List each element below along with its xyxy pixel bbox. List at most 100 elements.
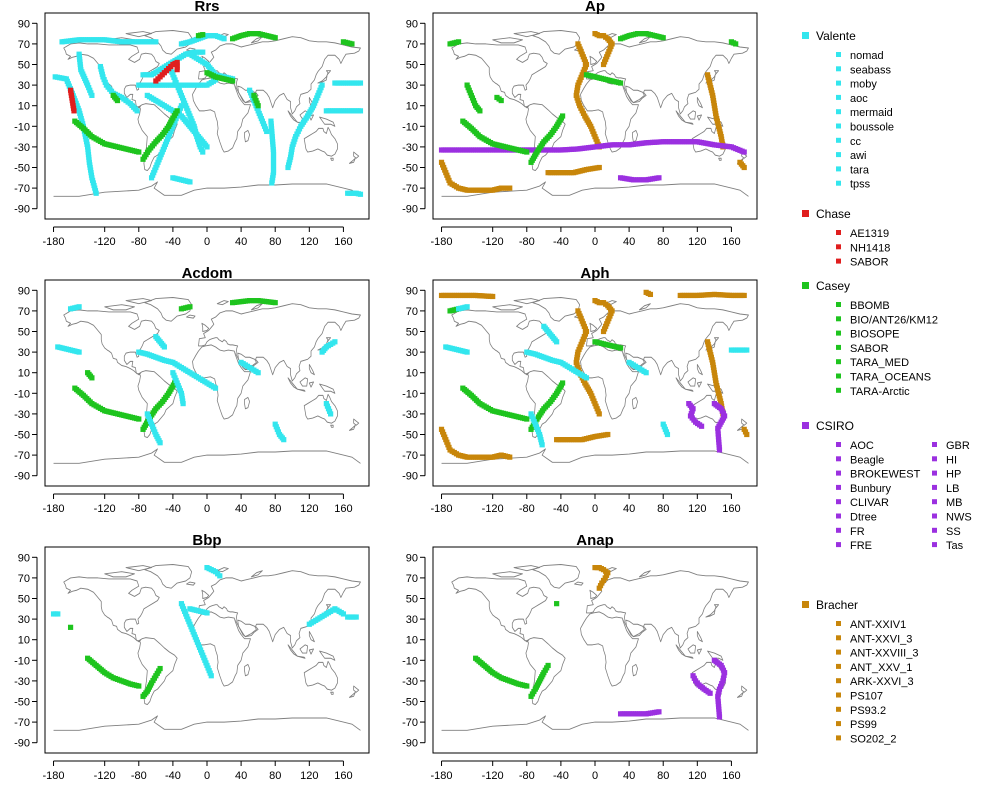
legend-group-swatch: [802, 210, 809, 217]
legend-item-swatch: [836, 621, 841, 626]
track-point: [507, 454, 513, 460]
y-tick-label: -10: [402, 121, 418, 133]
x-tick-label: 40: [235, 503, 247, 515]
y-tick-label: 90: [406, 552, 418, 564]
legend-item-label: NWS: [946, 512, 972, 524]
legend-group-csiro: CSIRO AOC Beagle BROKEWEST Bunbury CLIVAR Dtre…: [802, 419, 972, 552]
legend-item-label: ANT-XXIV1: [850, 619, 906, 631]
y-tick-label: -30: [14, 142, 30, 154]
map-panel-ap: Ap -180 -120 -80 -40 0 40 80 120 160 90 70 50 30 10 -10…: [402, 0, 758, 248]
plot-area-anap: [441, 564, 749, 731]
track-point: [741, 149, 747, 155]
cruise-track-valente: [238, 359, 261, 376]
track-point: [217, 573, 223, 579]
y-tick-label: -10: [402, 655, 418, 667]
cruise-track-casey: [583, 72, 624, 86]
track-point: [560, 113, 566, 119]
cruise-track-casey: [460, 118, 530, 155]
cruise-track-bracher: [737, 159, 747, 171]
track-point: [741, 292, 747, 299]
legend-item-label: tara: [850, 164, 870, 176]
cruise-track-casey: [728, 39, 739, 47]
legend-item-swatch: [836, 456, 841, 462]
plot-area-ap: [438, 30, 749, 197]
track-point: [93, 190, 99, 196]
legend-item-label: seabass: [850, 64, 891, 76]
legend-item-label: SO202_2: [850, 733, 896, 745]
track-point: [136, 149, 142, 155]
cruise-track-valente: [272, 421, 287, 443]
y-tick-label: -90: [14, 471, 30, 483]
cruise-track-valente: [170, 370, 186, 407]
y-tick-label: -10: [14, 655, 30, 667]
x-tick-label: -40: [165, 236, 181, 248]
track-point: [490, 293, 496, 300]
legend-item-swatch: [836, 527, 841, 533]
y-tick-label: -70: [402, 450, 418, 462]
legend-item-swatch: [836, 663, 841, 669]
y-axis-aph: 90 70 50 30 10 -10 -30 -50 -70 -90: [402, 285, 426, 483]
legend-item-swatch: [836, 330, 841, 336]
y-tick-label: -70: [14, 450, 30, 462]
y-axis-anap: 90 70 50 30 10 -10 -30 -50 -70 -90: [402, 552, 426, 750]
y-tick-label: -50: [402, 163, 418, 175]
x-tick-label: 120: [300, 236, 318, 248]
track-point: [178, 103, 185, 109]
y-tick-label: 90: [18, 285, 30, 297]
y-tick-label: 10: [406, 101, 418, 113]
x-tick-label: 120: [300, 770, 318, 782]
y-tick-label: -90: [402, 471, 418, 483]
cruise-track-valente: [541, 323, 560, 345]
legend-item-label: BBOMB: [850, 300, 890, 312]
cruise-track-casey: [494, 94, 504, 104]
legend-item-label: nomad: [850, 50, 884, 62]
x-tick-label: 160: [334, 503, 352, 515]
y-tick-label: 70: [18, 573, 30, 585]
track-point: [715, 425, 721, 431]
y-tick-label: 10: [406, 368, 418, 380]
cruise-track-valente: [319, 339, 338, 355]
cruise-track-casey: [617, 30, 666, 42]
legend-item-label: AOC: [850, 440, 874, 452]
legend-group-swatch: [802, 282, 809, 289]
legend-item-label: aoc: [850, 93, 868, 105]
track-point: [477, 108, 483, 114]
y-tick-label: 70: [18, 39, 30, 51]
legend-item-swatch: [836, 180, 841, 186]
x-tick-label: 0: [592, 503, 598, 515]
track-point: [349, 41, 355, 47]
legend-item-label: boussole: [850, 122, 894, 134]
y-tick-label: -90: [14, 738, 30, 750]
legend-item-label: LB: [946, 483, 959, 495]
track-point: [180, 401, 186, 407]
legend-item-label: moby: [850, 79, 877, 91]
track-point: [704, 72, 711, 78]
legend-item-swatch: [836, 706, 841, 712]
cruise-track-valente: [97, 63, 140, 114]
track-point: [660, 35, 666, 41]
cruise-track-csiro: [617, 175, 662, 183]
map-panel-bbp: Bbp -180 -120 -80 -40 0 40 80 120 160 90 70 50 30 10 -1…: [14, 532, 370, 782]
y-tick-label: 10: [18, 635, 30, 647]
x-tick-label: -80: [519, 503, 535, 515]
x-tick-label: 40: [623, 770, 635, 782]
cruise-track-valente: [660, 421, 671, 438]
cruise-track-bracher: [677, 291, 747, 299]
x-tick-label: 120: [688, 770, 706, 782]
legend-item-swatch: [836, 258, 841, 264]
x-tick-label: 40: [623, 236, 635, 248]
y-tick-label: -70: [14, 183, 30, 195]
x-tick-label: 160: [334, 236, 352, 248]
cruise-track-valente: [323, 401, 334, 417]
cruise-track-bracher: [592, 30, 615, 68]
cruise-track-casey: [528, 113, 566, 165]
plot-area-acdom: [53, 297, 361, 464]
panels: Rrs -180 -120 -80 -40 0 40 80 120 160 90 70 50 30 10 -1…: [14, 0, 758, 782]
cruise-track-casey: [340, 39, 355, 47]
x-tick-label: -120: [94, 770, 116, 782]
track-point: [212, 385, 219, 391]
y-tick-label: -30: [402, 676, 418, 688]
cruise-track-valente: [148, 103, 185, 181]
y-tick-label: -30: [402, 409, 418, 421]
x-tick-label: 160: [722, 770, 740, 782]
